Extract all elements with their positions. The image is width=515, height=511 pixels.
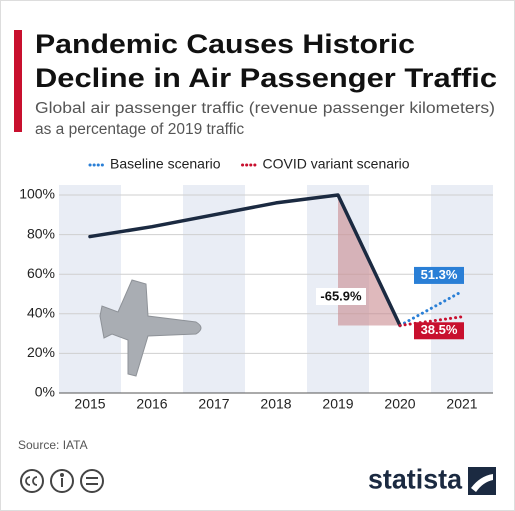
band-stripe xyxy=(59,185,121,393)
source: Source: IATA xyxy=(18,438,88,452)
brand-logo xyxy=(468,467,496,495)
y-tick-label: 60% xyxy=(27,265,55,281)
y-tick-label: 20% xyxy=(27,344,55,360)
chart-title: Decline in Air Passenger Traffic xyxy=(35,63,497,93)
annotation-box xyxy=(316,288,366,305)
y-tick-label: 100% xyxy=(19,186,55,202)
value-label-box xyxy=(414,266,464,284)
x-tick-label: 2019 xyxy=(322,396,353,412)
chart-title: Pandemic Causes Historic xyxy=(35,29,415,59)
x-tick-label: 2016 xyxy=(136,396,167,412)
license-icons xyxy=(20,469,104,493)
value-label: 38.5% xyxy=(421,322,458,337)
y-tick-label: 80% xyxy=(27,225,55,241)
value-label: 51.3% xyxy=(421,267,458,282)
scenario-line xyxy=(398,289,464,327)
y-tick-label: 0% xyxy=(35,384,55,400)
subtitle: as a percentage of 2019 traffic xyxy=(35,121,244,138)
accent-bar xyxy=(14,30,22,132)
scenario-line xyxy=(398,315,464,327)
subtitle: Global air passenger traffic (revenue pa… xyxy=(35,100,495,117)
x-tick-label: 2020 xyxy=(384,396,415,412)
legend-label: COVID variant scenario xyxy=(263,156,410,172)
band-stripe xyxy=(431,185,493,393)
y-tick-label: 40% xyxy=(27,305,55,321)
x-tick-label: 2018 xyxy=(260,396,291,412)
x-tick-label: 2021 xyxy=(446,396,477,412)
plane-icon xyxy=(99,279,202,377)
value-label-box xyxy=(414,322,464,340)
x-tick-label: 2015 xyxy=(74,396,105,412)
traffic-line xyxy=(88,193,402,328)
brand: statista xyxy=(368,463,462,494)
legend-label: Baseline scenario xyxy=(110,156,221,172)
annotation: -65.9% xyxy=(320,288,362,303)
x-tick-label: 2017 xyxy=(198,396,229,412)
